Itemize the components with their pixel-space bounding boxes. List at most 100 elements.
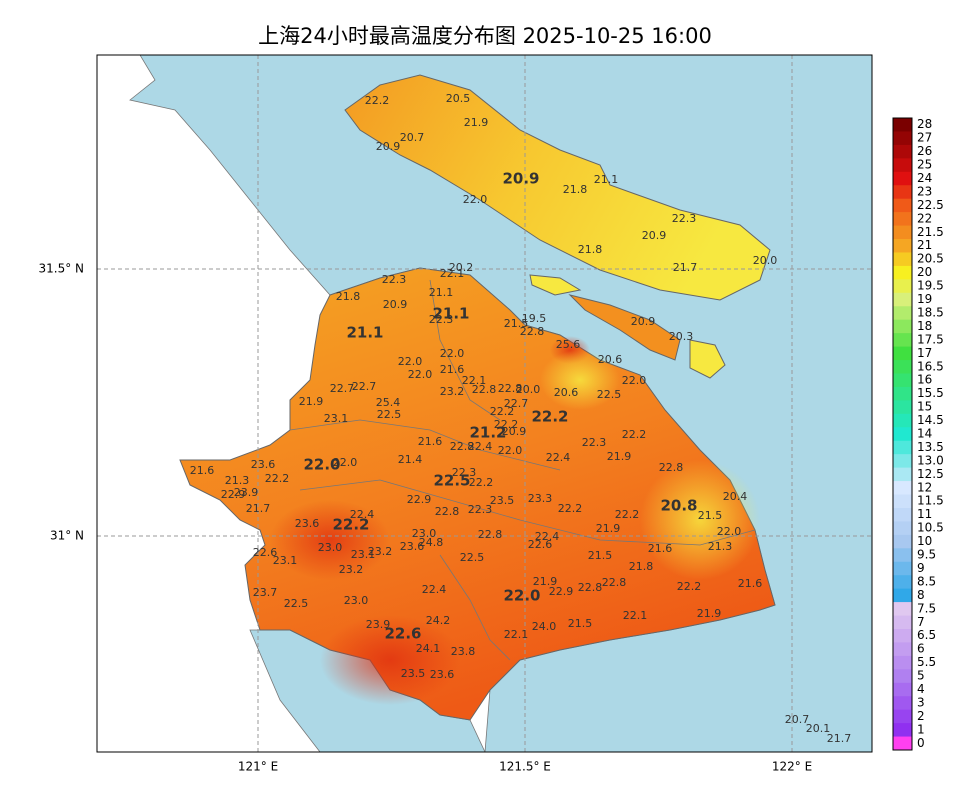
station-value: 23.7	[253, 586, 278, 599]
colorbar-label: 1	[917, 722, 925, 736]
station-value: 20.5	[446, 92, 471, 105]
station-value: 22.2	[622, 428, 647, 441]
station-value: 22.0	[408, 368, 433, 381]
y-axis-label: 31° N	[50, 529, 84, 543]
colorbar-segment	[893, 333, 912, 348]
colorbar-segment	[893, 534, 912, 549]
station-value: 22.8	[450, 440, 475, 453]
station-value: 21.5	[504, 317, 529, 330]
colorbar-segment	[893, 279, 912, 294]
colorbar-label: 25	[917, 158, 932, 172]
station-value: 22.0	[622, 374, 647, 387]
station-value: 22.8	[520, 325, 545, 338]
station-value: 23.0	[344, 594, 369, 607]
station-value: 22.2	[558, 502, 583, 515]
colorbar-frame	[892, 117, 913, 751]
colorbar-segment	[893, 212, 912, 227]
station-value: 22.8	[578, 581, 603, 594]
station-value: 22.9	[221, 488, 246, 501]
station-value: 21.1	[594, 173, 619, 186]
colorbar-segment	[893, 548, 912, 563]
colorbar-segment	[893, 669, 912, 684]
colorbar-label: 20	[917, 265, 932, 279]
colorbar-segment	[893, 655, 912, 670]
colorbar-label: 12	[917, 480, 932, 494]
district-border	[429, 279, 501, 421]
station-value: 21.8	[336, 290, 361, 303]
colorbar-label: 4	[917, 682, 925, 696]
colorbar-label: 21	[917, 238, 932, 252]
station-value: 21.6	[418, 435, 443, 448]
colorbar-segment	[893, 575, 912, 590]
station-value: 25.6	[556, 338, 581, 351]
station-value: 24.0	[532, 620, 557, 633]
colorbar-label: 13.0	[917, 453, 944, 467]
station-value: 21.9	[533, 575, 558, 588]
station-value: 22.2	[615, 508, 640, 521]
station-value: 22.4	[535, 530, 560, 543]
colorbar-segment	[893, 736, 912, 751]
colorbar-segment	[893, 131, 912, 146]
station-value: 22.4	[350, 508, 375, 521]
colorbar-label: 13.5	[917, 440, 944, 454]
station-value: 23.5	[490, 494, 515, 507]
colorbar-segment	[893, 118, 912, 132]
station-value: 22.2	[494, 418, 519, 431]
station-value: 23.1	[324, 412, 349, 425]
colorbar-segment	[893, 709, 912, 724]
colorbar-label: 27	[917, 131, 932, 145]
station-value: 22.1	[504, 628, 529, 641]
station-value: 21.3	[225, 474, 250, 487]
hot-zone	[320, 615, 460, 705]
colorbar-label: 23	[917, 184, 932, 198]
station-value: 23.6	[430, 668, 455, 681]
colorbar-segment	[893, 696, 912, 711]
station-value: 21.8	[578, 243, 603, 256]
colorbar-segment	[893, 171, 912, 186]
station-value: 21.3	[708, 540, 733, 553]
colorbar-segment	[893, 306, 912, 321]
station-value: 20.2	[449, 261, 474, 274]
station-value: 21.9	[607, 450, 632, 463]
station-value: 22.3	[382, 273, 407, 286]
station-value: 21.9	[697, 607, 722, 620]
colorbar-label: 6.5	[917, 628, 936, 642]
x-axis-label: 121° E	[238, 760, 278, 774]
district-value: 22.5	[433, 472, 470, 490]
colorbar-label: 2	[917, 709, 925, 723]
station-value: 22.2	[365, 94, 390, 107]
colorbar: 28272625242322.52221.52120.52019.51918.5…	[892, 117, 944, 751]
colorbar-segment	[893, 185, 912, 200]
station-value: 21.5	[698, 509, 723, 522]
changxing-island	[568, 294, 681, 361]
station-value: 20.9	[642, 229, 667, 242]
station-value: 23.3	[528, 492, 553, 505]
colorbar-label: 17.5	[917, 332, 944, 346]
colorbar-label: 8	[917, 588, 925, 602]
colorbar-segment	[893, 252, 912, 267]
station-value: 22.3	[582, 436, 607, 449]
station-value: 22.3	[468, 503, 493, 516]
colorbar-label: 3	[917, 695, 925, 709]
station-value: 22.8	[472, 383, 497, 396]
station-value: 21.5	[568, 617, 593, 630]
station-value: 22.5	[284, 597, 309, 610]
station-value: 23.9	[234, 486, 259, 499]
colorbar-segment	[893, 346, 912, 361]
station-value: 22.7	[352, 380, 377, 393]
station-value: 20.7	[785, 713, 810, 726]
station-value: 22.7	[330, 382, 355, 395]
shoal-island	[529, 274, 582, 296]
colorbar-segment	[893, 239, 912, 253]
station-value: 21.6	[738, 577, 763, 590]
district-value: 22.2	[332, 516, 369, 534]
station-value: 22.5	[377, 408, 402, 421]
colorbar-label: 17	[917, 346, 932, 360]
colorbar-segment	[893, 602, 912, 617]
colorbar-label: 15.5	[917, 386, 944, 400]
colorbar-label: 24	[917, 171, 932, 185]
station-value: 22.9	[407, 493, 432, 506]
district-border	[439, 554, 511, 661]
district-value: 22.2	[531, 408, 568, 426]
